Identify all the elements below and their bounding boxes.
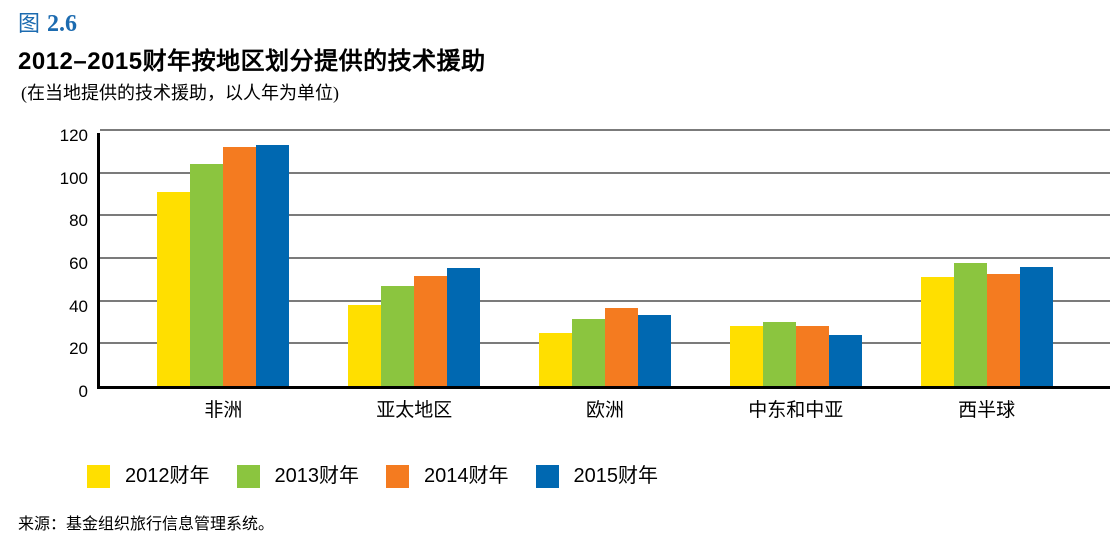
y-tick-label-40: 40 — [69, 296, 88, 316]
bar-fy2015-asia-pacific — [447, 267, 481, 386]
bar-fy2013-asia-pacific — [381, 285, 415, 386]
bar-fy2015-africa — [256, 144, 290, 386]
legend-swatch-fy2013 — [236, 464, 260, 488]
bar-group-africa — [128, 133, 319, 386]
bar-fy2012-europe — [538, 332, 572, 386]
legend-item-fy2014: 2014财年 — [386, 464, 509, 488]
gridline-80 — [100, 214, 1110, 217]
legend-swatch-fy2015 — [535, 464, 559, 488]
y-tick-label-0: 0 — [78, 382, 88, 401]
bar-fy2015-middle-east-central-asia — [828, 334, 862, 386]
bar-fy2012-western-hemisphere — [920, 277, 954, 386]
figure-label: 图 2.6 — [18, 10, 1110, 41]
chart-subtitle: (在当地提供的技术援助，以人年为单位) — [21, 83, 339, 103]
bar-group-asia-pacific — [319, 133, 510, 386]
category-label-europe: 欧洲 — [585, 400, 624, 421]
legend-swatch-fy2012 — [87, 464, 110, 488]
y-tick-label-20: 20 — [69, 339, 88, 359]
bar-fy2013-middle-east-central-asia — [762, 322, 796, 386]
bar-fy2015-europe — [637, 314, 671, 386]
category-label-asia-pacific: 亚太地区 — [376, 400, 453, 421]
y-tick-label-80: 80 — [69, 211, 88, 231]
plot-area — [97, 129, 1110, 389]
bar-fy2014-middle-east-central-asia — [795, 326, 829, 386]
bar-fy2012-middle-east-central-asia — [729, 326, 763, 386]
legend-item-fy2012: 2012财年 — [87, 464, 210, 488]
figure-label-number: 2.6 — [47, 11, 78, 37]
plot-column: 非洲 亚太地区 欧洲 中东和中亚 西半球 — [97, 129, 1110, 424]
bar-fy2015-western-hemisphere — [1019, 266, 1053, 386]
category-label-western-hemisphere: 西半球 — [958, 400, 1016, 421]
bar-fy2014-asia-pacific — [414, 276, 448, 386]
bar-fy2013-africa — [190, 164, 224, 386]
legend-label-fy2013: 2013财年 — [274, 465, 360, 487]
y-axis: 0 20 40 60 80 100 120 — [18, 126, 97, 401]
legend-label-fy2015: 2015财年 — [573, 465, 659, 487]
gridline-100 — [100, 171, 1110, 174]
figure-label-prefix: 图 — [18, 11, 41, 36]
bar-fy2014-africa — [223, 147, 257, 386]
x-axis-labels: 非洲 亚太地区 欧洲 中东和中亚 西半球 — [100, 398, 1110, 424]
bar-fy2012-asia-pacific — [348, 304, 382, 386]
legend-label-fy2012: 2012财年 — [125, 465, 210, 487]
legend-label-fy2014: 2014财年 — [424, 465, 509, 487]
legend-item-fy2015: 2015财年 — [535, 464, 659, 488]
y-tick-label-100: 100 — [59, 168, 88, 188]
bar-groups — [100, 133, 1110, 386]
gridline-40 — [100, 299, 1110, 302]
legend-swatch-fy2014 — [386, 464, 409, 488]
category-label-africa: 非洲 — [204, 400, 243, 421]
legend: 2012财年 2013财年 2014财年 2015财年 — [87, 464, 1110, 488]
figure-page: 图 2.6 2012–2015财年按地区划分提供的技术援助 (在当地提供的技术援助… — [18, 10, 1110, 533]
gridline-120 — [100, 129, 1110, 131]
bar-fy2013-western-hemisphere — [953, 263, 987, 386]
bar-group-western-hemisphere — [891, 133, 1082, 386]
bar-fy2013-europe — [571, 318, 605, 386]
source-note: 来源：基金组织旅行信息管理系统。 — [18, 516, 275, 533]
bar-group-middle-east-central-asia — [700, 133, 891, 386]
bar-fy2014-western-hemisphere — [986, 274, 1020, 386]
legend-item-fy2013: 2013财年 — [236, 464, 360, 488]
bar-group-europe — [510, 133, 701, 386]
bar-fy2012-africa — [157, 191, 191, 386]
y-tick-label-60: 60 — [69, 254, 88, 273]
gridline-60 — [100, 257, 1110, 259]
bar-chart: 0 20 40 60 80 100 120 非洲 亚太地区 欧洲 中东和中亚 西半球 — [18, 126, 1110, 424]
bar-fy2014-europe — [604, 308, 638, 386]
y-tick-label-120: 120 — [59, 126, 88, 145]
category-label-middle-east-central-asia: 中东和中亚 — [748, 400, 844, 421]
chart-title: 2012–2015财年按地区划分提供的技术援助 — [18, 48, 486, 75]
